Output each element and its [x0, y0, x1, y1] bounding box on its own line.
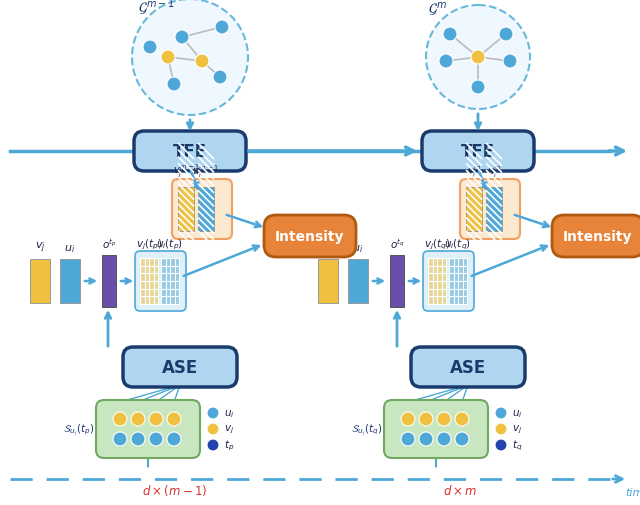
Circle shape: [132, 0, 248, 116]
Text: time: time: [625, 487, 640, 497]
FancyBboxPatch shape: [172, 180, 232, 239]
Bar: [486, 188, 502, 231]
Circle shape: [131, 432, 145, 446]
Text: $d\times(m-1)$: $d\times(m-1)$: [142, 482, 208, 497]
FancyBboxPatch shape: [264, 216, 356, 258]
FancyBboxPatch shape: [134, 132, 246, 172]
Circle shape: [471, 81, 485, 95]
Bar: [198, 188, 214, 231]
Bar: [390, 256, 404, 308]
FancyBboxPatch shape: [384, 400, 488, 458]
Circle shape: [175, 31, 189, 45]
Circle shape: [439, 55, 453, 69]
Circle shape: [401, 432, 415, 446]
Text: $v_j$: $v_j$: [323, 240, 333, 255]
Circle shape: [149, 412, 163, 426]
FancyBboxPatch shape: [552, 216, 640, 258]
Circle shape: [455, 412, 469, 426]
Bar: [348, 260, 368, 304]
Circle shape: [161, 51, 175, 65]
Circle shape: [426, 6, 530, 110]
Bar: [318, 260, 338, 304]
FancyBboxPatch shape: [422, 132, 534, 172]
FancyBboxPatch shape: [135, 251, 186, 312]
Circle shape: [495, 407, 507, 419]
Bar: [161, 259, 179, 305]
Circle shape: [455, 432, 469, 446]
Circle shape: [419, 412, 433, 426]
Text: $u_i$: $u_i$: [353, 243, 364, 255]
Text: $\mathcal{G}^{m}$: $\mathcal{G}^{m}$: [428, 0, 447, 18]
Text: $u_i(t_p)$: $u_i(t_p)$: [157, 237, 184, 251]
Text: $t_q$: $t_q$: [512, 438, 522, 452]
Bar: [102, 256, 116, 308]
Bar: [140, 259, 158, 305]
Circle shape: [215, 21, 229, 35]
Circle shape: [419, 432, 433, 446]
Text: $o^{t_q}$: $o^{t_q}$: [390, 237, 404, 250]
Text: $v_j^{m-1}$: $v_j^{m-1}$: [173, 162, 200, 180]
Text: $\mathcal{G}^{m-1}$: $\mathcal{G}^{m-1}$: [138, 0, 175, 18]
Circle shape: [207, 423, 219, 435]
Circle shape: [131, 412, 145, 426]
Circle shape: [113, 412, 127, 426]
Circle shape: [113, 432, 127, 446]
FancyBboxPatch shape: [423, 251, 474, 312]
Circle shape: [167, 432, 181, 446]
Circle shape: [443, 28, 457, 42]
Text: ASE: ASE: [162, 358, 198, 376]
Bar: [178, 188, 194, 231]
Text: $u_i$: $u_i$: [224, 408, 234, 419]
Text: $u_i$: $u_i$: [512, 408, 522, 419]
Bar: [428, 259, 446, 305]
Circle shape: [213, 71, 227, 85]
Circle shape: [437, 412, 451, 426]
Circle shape: [437, 432, 451, 446]
Text: $v_j^{m}$: $v_j^{m}$: [467, 164, 481, 180]
Bar: [30, 260, 50, 304]
Circle shape: [401, 412, 415, 426]
Circle shape: [495, 423, 507, 435]
Circle shape: [499, 28, 513, 42]
Text: Intensity: Intensity: [563, 230, 633, 243]
Text: $v_j$: $v_j$: [35, 240, 45, 255]
Text: $\mathcal{S}_{u_i}(t_q)$: $\mathcal{S}_{u_i}(t_q)$: [351, 422, 382, 437]
Bar: [449, 259, 467, 305]
Circle shape: [207, 439, 219, 451]
Text: $v_j$: $v_j$: [512, 423, 522, 435]
Text: $v_j(t_p)$: $v_j(t_p)$: [136, 237, 163, 251]
Text: $o^{t_p}$: $o^{t_p}$: [102, 237, 116, 250]
FancyBboxPatch shape: [123, 347, 237, 387]
Circle shape: [195, 55, 209, 69]
Text: TFE: TFE: [173, 143, 207, 161]
Text: Intensity: Intensity: [275, 230, 345, 243]
Text: $u_i^{m}$: $u_i^{m}$: [486, 164, 501, 180]
Circle shape: [495, 439, 507, 451]
Text: ASE: ASE: [450, 358, 486, 376]
FancyBboxPatch shape: [411, 347, 525, 387]
FancyBboxPatch shape: [460, 180, 520, 239]
Text: $v_j(t_q)$: $v_j(t_q)$: [424, 237, 451, 251]
Circle shape: [167, 412, 181, 426]
Circle shape: [207, 407, 219, 419]
Text: $d\times m$: $d\times m$: [443, 483, 477, 497]
Circle shape: [143, 41, 157, 55]
Circle shape: [167, 78, 181, 92]
Text: TFE: TFE: [461, 143, 495, 161]
Text: $t_p$: $t_p$: [224, 438, 234, 452]
FancyBboxPatch shape: [96, 400, 200, 458]
Text: $u_i^{m-1}$: $u_i^{m-1}$: [193, 163, 220, 180]
Text: $u_i$: $u_i$: [65, 243, 76, 255]
Circle shape: [503, 55, 517, 69]
Circle shape: [149, 432, 163, 446]
Circle shape: [471, 51, 485, 65]
Bar: [60, 260, 80, 304]
Bar: [466, 188, 482, 231]
Text: $v_j$: $v_j$: [224, 423, 234, 435]
Text: $\mathcal{S}_{u_i}(t_p)$: $\mathcal{S}_{u_i}(t_p)$: [63, 422, 94, 437]
Text: $u_i(t_q)$: $u_i(t_q)$: [445, 237, 472, 251]
